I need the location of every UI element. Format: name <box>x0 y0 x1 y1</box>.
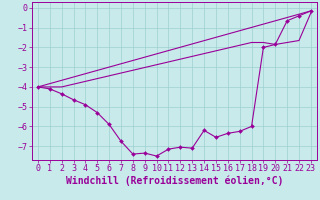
X-axis label: Windchill (Refroidissement éolien,°C): Windchill (Refroidissement éolien,°C) <box>66 176 283 186</box>
